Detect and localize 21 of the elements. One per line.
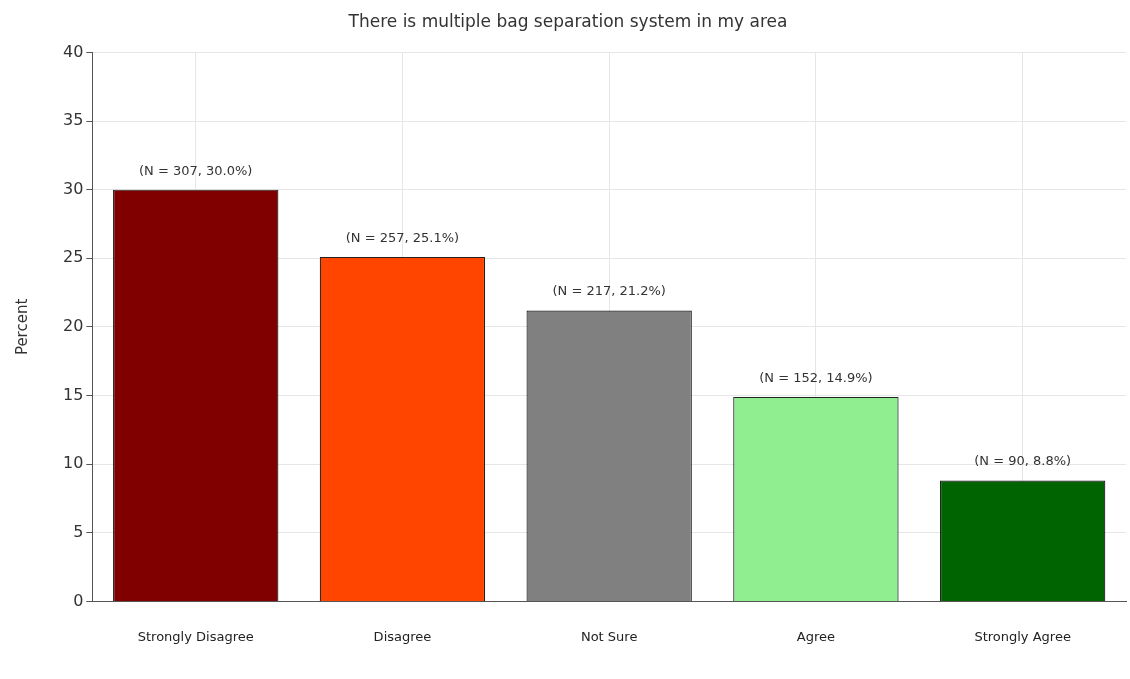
y-axis-title: Percent: [12, 298, 31, 356]
y-tick-label: 20: [63, 316, 84, 336]
data-label: (N = 90, 8.8%): [974, 453, 1072, 469]
y-tick-label: 35: [63, 110, 84, 130]
data-label: (N = 217, 21.2%): [552, 283, 666, 299]
y-tick-label: 30: [63, 178, 84, 198]
y-tick-label: 15: [63, 384, 84, 404]
y-tick-label: 0: [73, 590, 84, 610]
data-label: (N = 152, 14.9%): [759, 369, 873, 385]
x-tick-label: Strongly Disagree: [137, 628, 254, 644]
y-tick-label: 40: [63, 41, 84, 61]
y-tick-label: 10: [63, 453, 84, 473]
chart-title: There is multiple bag separation system in my area: [347, 10, 788, 31]
x-tick-label: Agree: [796, 628, 836, 644]
y-tick-label: 5: [73, 521, 84, 541]
x-tick-label: Not Sure: [580, 628, 638, 644]
x-tick-label: Disagree: [373, 628, 432, 644]
x-tick-label: Strongly Agree: [974, 628, 1071, 644]
y-tick-label: 25: [63, 247, 84, 267]
data-label: (N = 257, 25.1%): [345, 229, 460, 245]
data-label: (N = 307, 30.0%): [139, 162, 253, 178]
